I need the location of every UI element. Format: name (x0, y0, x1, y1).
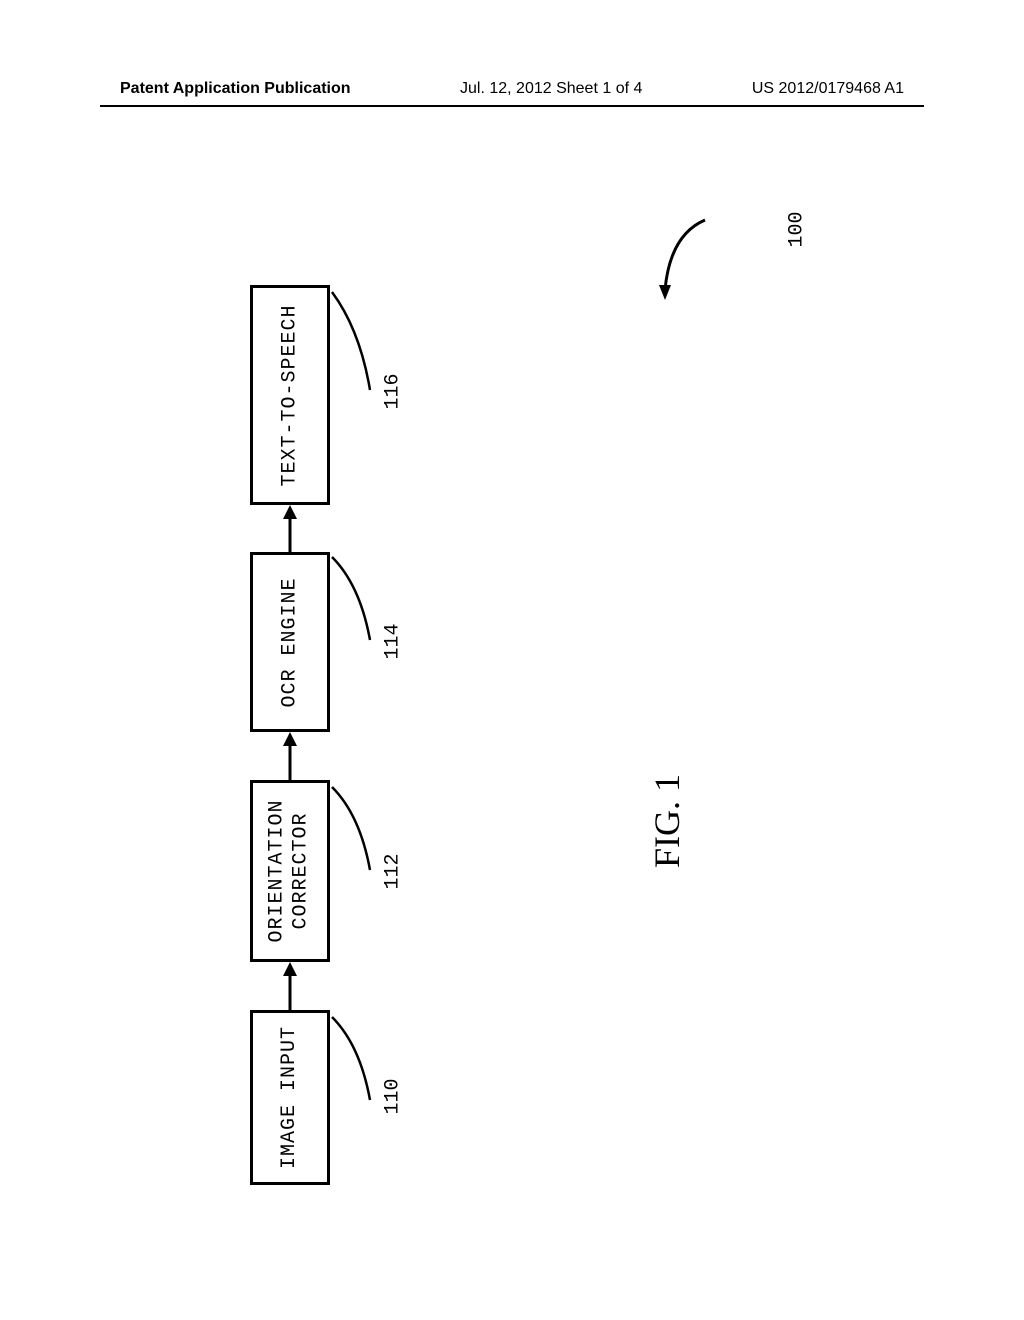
header-publication: Patent Application Publication (120, 80, 351, 98)
flow-diagram: 100 TEXT-TO-SPEECH 116 OCR ENGINE 114 OR… (220, 180, 800, 1200)
box-orientation-corrector: ORIENTATIONCORRECTOR (250, 780, 330, 962)
box-text-to-speech: TEXT-TO-SPEECH (250, 285, 330, 505)
connector-arrow-110-112 (280, 962, 300, 1012)
system-reference-label: 100 (785, 211, 808, 247)
lead-line-114 (330, 555, 390, 655)
box-ocr-engine-label: OCR ENGINE (279, 577, 302, 707)
lead-line-112 (330, 785, 390, 885)
header-patent-number: US 2012/0179468 A1 (752, 80, 904, 98)
page-header: Patent Application Publication Jul. 12, … (0, 80, 1024, 98)
connector-arrow-112-114 (280, 732, 300, 782)
connector-arrow-114-116 (280, 505, 300, 555)
lead-line-110 (330, 1015, 390, 1115)
box-orientation-corrector-label: ORIENTATIONCORRECTOR (266, 799, 314, 942)
box-text-to-speech-label: TEXT-TO-SPEECH (279, 304, 302, 486)
box-image-input-label: IMAGE INPUT (279, 1026, 302, 1169)
header-divider (100, 105, 924, 107)
system-reference-arrow (655, 215, 725, 310)
box-image-input: IMAGE INPUT (250, 1010, 330, 1185)
figure-label: FIG. 1 (646, 774, 688, 868)
box-ocr-engine: OCR ENGINE (250, 552, 330, 732)
lead-line-116 (330, 290, 390, 410)
header-date-sheet: Jul. 12, 2012 Sheet 1 of 4 (460, 80, 642, 98)
